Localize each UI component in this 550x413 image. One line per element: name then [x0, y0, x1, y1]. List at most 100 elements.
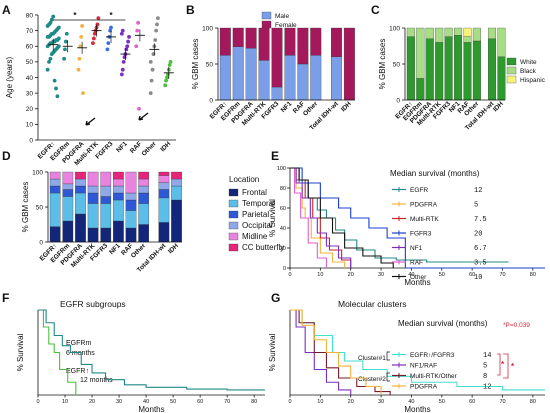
panel-a-point [78, 44, 83, 49]
panel-a-ytick-label: 80 [26, 12, 34, 19]
panel-e-xtick-label: 40 [408, 272, 414, 278]
panel-a-category-label: NF1 [115, 140, 129, 154]
panel-g-legend-label: PDGFRA [410, 384, 438, 391]
panel-e-xtick-label: 80 [530, 272, 536, 278]
panel-b-bar-male [297, 63, 309, 101]
panel-a-ytick-label: 40 [26, 75, 34, 82]
panel-b-bar-male [331, 56, 342, 101]
panel-c-legend-label: Black [520, 68, 537, 75]
panel-a-point [109, 25, 113, 30]
panel-d-bar-parietal [125, 199, 137, 211]
panel-e-legend-label: PDGFRA [410, 202, 438, 209]
panel-g-curve-nf1-raf [290, 309, 352, 395]
panel-d-legend-label: Temporal [242, 199, 275, 208]
panel-c-bar-black [454, 27, 463, 36]
panel-g-xtick-label: 50 [439, 399, 445, 405]
panel-d-bar-occipital [62, 183, 74, 190]
panel-b-ytick-label: 0 [209, 97, 213, 104]
panel-c-legend-label: Hispanic [520, 77, 546, 84]
panel-b-bar-female [331, 27, 342, 57]
panel-letter-d: D [2, 149, 11, 163]
panel-b-legend-label: Female [275, 22, 297, 29]
panel-d-legend-swatch [228, 199, 239, 208]
panel-a-point [63, 39, 68, 44]
panel-d-bar-temporal [171, 185, 182, 201]
panel-d-bar-occipital [125, 192, 137, 201]
panel-b-bar-female [232, 27, 244, 47]
panel-letter-c: C [371, 3, 380, 17]
panel-d-bar-frontal [100, 227, 112, 243]
panel-g-significance-star: * [511, 362, 515, 371]
panel-a-point [48, 56, 53, 61]
panel-a-point [80, 24, 85, 28]
panel-b-bar-male [219, 55, 231, 101]
panel-a-point [119, 31, 124, 36]
panel-d-bar-frontal [138, 224, 150, 243]
panel-b-bar-female [245, 27, 257, 49]
panel-a-point [120, 67, 125, 72]
panel-g-significance-star: * [501, 360, 505, 369]
panel-d-bar-temporal [49, 192, 61, 227]
panel-d-category-label: IDH [167, 242, 180, 255]
panel-g-significance-bracket [497, 353, 501, 376]
panel-d-bar-midline [125, 171, 137, 194]
panel-d-bar-temporal [138, 203, 150, 225]
panel-e-curve-nf1 [290, 167, 352, 268]
panel-d-bar-parietal [113, 192, 124, 201]
panel-f-annotation-egfrm: EGFRm [66, 340, 91, 347]
panel-d-bar-midline [49, 171, 61, 180]
panel-f-xtick-label: 40 [143, 399, 149, 405]
panel-e-legend-label: Other [410, 274, 427, 281]
panel-d-bar-temporal [125, 210, 137, 229]
panel-e-curve-fgfr3 [290, 167, 545, 269]
panel-a-point [149, 78, 154, 83]
panel-b-bar-male [310, 55, 322, 101]
panel-d-legend-swatch [228, 243, 239, 252]
panel-e-xtick-label: 10 [317, 272, 323, 278]
panel-f-title: EGFR subgroups [60, 299, 126, 309]
panel-b-legend-swatch [261, 20, 272, 29]
panel-f-xtick-label: 50 [170, 399, 176, 405]
panel-b-category-label: Other [302, 100, 320, 118]
panel-c-bar-black [406, 27, 415, 37]
panel-g-legend-label: NF1/RAF [410, 363, 437, 370]
panel-a-point [121, 59, 126, 64]
panel-b-bar-female [258, 27, 270, 61]
panel-d-bar-midline [113, 178, 124, 187]
panel-e-curve-raf [290, 167, 327, 268]
panel-g-legend-median: 8 [483, 373, 487, 381]
panel-a-ytick-label: 50 [26, 59, 34, 66]
panel-a-point [62, 56, 66, 61]
panel-a-point [153, 38, 158, 42]
panel-a-point [164, 78, 168, 83]
panel-d-legend-label: Midline [242, 232, 268, 241]
panel-e-ytick-label: 80 [280, 186, 286, 192]
panel-f-xtick-label: 80 [251, 399, 257, 405]
panel-e-curve-other [290, 167, 394, 268]
panel-d-legend-swatch [228, 210, 239, 219]
panel-a-ytick-label: 20 [26, 106, 34, 113]
panel-e-xtick-label: 20 [348, 272, 354, 278]
panel-d-bar-occipital [171, 178, 182, 187]
panel-f-xtick-label: 10 [62, 399, 68, 405]
panel-b-legend-label: Male [275, 13, 289, 20]
panel-d-bar-cc-butterfly [113, 171, 124, 180]
panel-e-legend-label: EGFR [410, 187, 428, 194]
panel-a-point [54, 86, 58, 91]
panel-b-bar-female [343, 27, 355, 101]
panel-a-point [167, 63, 172, 67]
panel-a-point [156, 16, 160, 21]
panel-b-bar-female [271, 27, 283, 88]
panel-e-legend-median: 7.5 [474, 216, 487, 224]
panel-e-ylabel: % Survival [268, 199, 277, 237]
panel-b-bar-female [219, 27, 231, 56]
panel-a-point [95, 22, 100, 27]
panel-a-ytick-label: 60 [26, 44, 34, 51]
panel-b-bar-male [258, 60, 270, 101]
panel-d-bar-temporal [75, 192, 86, 215]
panel-b-ytick-label: 50 [206, 61, 214, 68]
panel-a-point [63, 47, 67, 52]
panel-c-bar-black [472, 27, 481, 42]
panel-g-cluster-2-label: Cluster#2 [358, 376, 386, 383]
panel-a-point [168, 59, 173, 64]
